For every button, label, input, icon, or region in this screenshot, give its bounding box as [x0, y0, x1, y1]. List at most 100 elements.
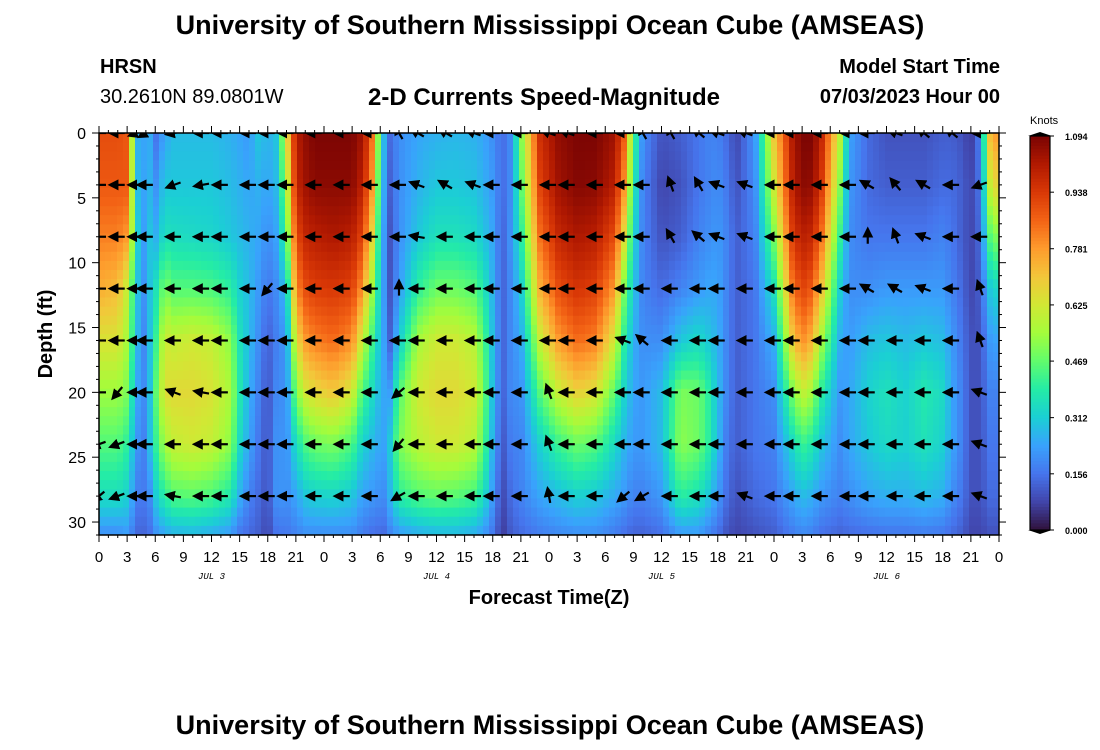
heat-cell	[195, 407, 202, 417]
heat-cell	[249, 178, 256, 189]
heat-cell	[285, 425, 292, 436]
heat-cell	[243, 151, 250, 162]
heat-cell	[525, 297, 532, 308]
heat-cell	[525, 133, 532, 143]
heat-cell	[393, 397, 400, 408]
heat-cell	[327, 196, 334, 207]
heat-cell	[591, 178, 598, 189]
heat-cell	[429, 343, 436, 353]
heat-cell	[513, 498, 520, 509]
heat-cell	[519, 270, 526, 280]
heat-cell	[585, 388, 592, 399]
heat-cell	[375, 270, 382, 280]
heat-cell	[483, 206, 490, 216]
heat-cell	[261, 215, 268, 225]
heat-cell	[459, 343, 466, 353]
heat-cell	[513, 324, 520, 335]
heat-cell	[363, 279, 370, 289]
heat-cell	[627, 334, 634, 344]
heat-cell	[621, 187, 628, 198]
heat-cell	[105, 178, 112, 189]
heat-cell	[219, 142, 226, 152]
heat-cell	[543, 270, 550, 280]
heat-cell	[705, 480, 712, 490]
heat-cell	[183, 142, 190, 152]
heat-cell	[435, 516, 442, 527]
heat-cell	[363, 169, 370, 180]
heat-cell	[123, 196, 130, 207]
heat-cell	[561, 343, 568, 353]
heat-cell	[417, 498, 424, 509]
heat-cell	[639, 288, 646, 299]
heat-cell	[603, 498, 610, 509]
heat-cell	[579, 434, 586, 445]
heat-cell	[147, 306, 154, 317]
heat-cell	[669, 242, 676, 253]
heat-cell	[195, 352, 202, 363]
heat-cell	[351, 452, 358, 463]
heat-cell	[675, 379, 682, 390]
heat-cell	[741, 498, 748, 509]
heat-cell	[189, 471, 196, 481]
heat-cell	[603, 370, 610, 381]
heat-cell	[549, 525, 556, 535]
heat-cell	[165, 270, 172, 280]
heat-cell	[417, 425, 424, 436]
heat-cell	[231, 379, 238, 390]
heat-cell	[513, 452, 520, 463]
heat-cell	[225, 297, 232, 308]
heat-cell	[309, 334, 316, 344]
heat-cell	[123, 187, 130, 198]
heat-cell	[525, 516, 532, 527]
heat-cell	[183, 370, 190, 381]
heat-cell	[261, 480, 268, 490]
heat-cell	[123, 224, 130, 235]
heat-cell	[471, 151, 478, 162]
heat-cell	[531, 324, 538, 335]
heat-cell	[369, 361, 376, 372]
heat-cell	[615, 160, 622, 171]
heat-cell	[165, 142, 172, 152]
heat-cell	[393, 434, 400, 445]
heat-cell	[315, 233, 322, 244]
heat-cell	[231, 178, 238, 189]
heat-cell	[591, 525, 598, 535]
heat-cell	[123, 178, 130, 189]
heat-cell	[399, 306, 406, 317]
heat-cell	[555, 169, 562, 180]
heat-cell	[255, 169, 262, 180]
heat-cell	[465, 315, 472, 326]
heat-cell	[381, 379, 388, 390]
heat-cell	[237, 516, 244, 527]
heat-cell	[273, 480, 280, 490]
heat-cell	[735, 315, 742, 326]
heat-cell	[645, 361, 652, 372]
heat-cell	[165, 370, 172, 381]
heat-cell	[207, 352, 214, 363]
heat-cell	[261, 461, 268, 472]
heat-cell	[603, 425, 610, 436]
heat-cell	[435, 370, 442, 381]
heat-cell	[447, 443, 454, 454]
heat-cell	[303, 260, 310, 271]
heat-cell	[213, 242, 220, 253]
heat-cell	[465, 498, 472, 509]
heat-cell	[639, 480, 646, 490]
heat-cell	[99, 397, 106, 408]
heat-cell	[573, 324, 580, 335]
heat-cell	[207, 443, 214, 454]
heat-cell	[591, 233, 598, 244]
heat-cell	[285, 397, 292, 408]
heat-cell	[567, 178, 574, 189]
heat-cell	[411, 206, 418, 216]
heat-cell	[105, 142, 112, 152]
heat-cell	[111, 133, 118, 143]
heat-cell	[141, 178, 148, 189]
heat-cell	[501, 251, 508, 262]
heat-cell	[549, 480, 556, 490]
heat-cell	[717, 361, 724, 372]
heat-cell	[105, 361, 112, 372]
heat-cell	[297, 187, 304, 198]
heat-cell	[645, 242, 652, 253]
heat-cell	[423, 306, 430, 317]
